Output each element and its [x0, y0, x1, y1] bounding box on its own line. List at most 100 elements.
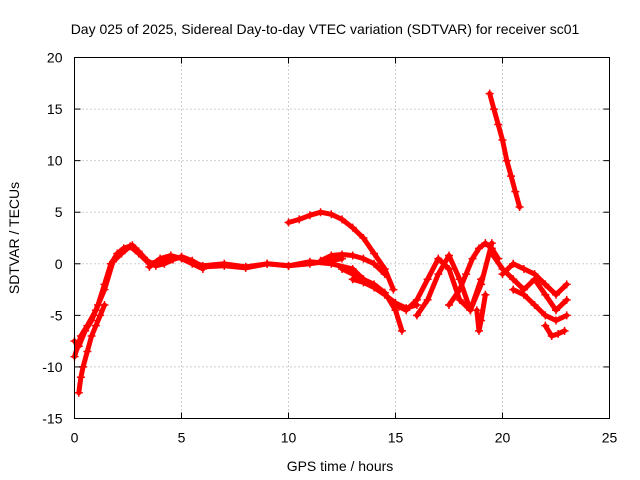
data-point-marker [96, 311, 105, 320]
data-point-marker [348, 251, 357, 260]
data-point-marker [87, 331, 96, 340]
axis-ticks: 0 5 10 15 20 25 -15 -10 -5 0 5 10 15 20 [42, 50, 617, 446]
data-point-marker [370, 249, 379, 258]
data-point-marker [489, 105, 498, 114]
data-point-marker [474, 326, 483, 335]
data-point-marker [515, 203, 524, 212]
data-point-marker [412, 311, 421, 320]
data-point-marker [177, 254, 186, 263]
data-point-marker [284, 261, 293, 270]
x-tick-label: 20 [495, 430, 511, 446]
data-point-marker [562, 295, 571, 304]
data-point-marker [412, 295, 421, 304]
data-point-marker [74, 388, 83, 397]
y-tick-label: 15 [47, 101, 63, 117]
y-tick-label: -5 [50, 307, 63, 323]
data-point-marker [541, 290, 550, 299]
data-point-marker [519, 290, 528, 299]
data-point-marker [100, 280, 109, 289]
data-point-marker [87, 316, 96, 325]
data-point-marker [445, 251, 453, 260]
data-point-marker [507, 172, 516, 181]
data-point-marker [472, 306, 481, 315]
y-axis-title: SDTVAR / TECUs [6, 182, 22, 294]
data-point-marker [348, 275, 357, 284]
data-point-marker [445, 301, 453, 310]
data-point-marker [477, 275, 486, 284]
y-tick-label: -10 [42, 359, 62, 375]
x-axis-title: GPS time / hours [287, 458, 394, 474]
data-point-marker [338, 250, 346, 259]
data-point-marker [316, 208, 325, 217]
data-point-marker [113, 249, 122, 258]
data-point-marker [284, 218, 293, 227]
data-point-marker [359, 278, 368, 287]
data-point-marker [502, 156, 511, 165]
data-point-marker [338, 215, 346, 224]
data-point-marker [397, 326, 406, 335]
data-point-marker [295, 215, 304, 224]
data-point-marker [434, 254, 443, 263]
data-point-marker [562, 311, 571, 320]
data-point-marker [359, 234, 368, 242]
data-point-marker [541, 311, 550, 320]
y-tick-label: 0 [55, 256, 63, 272]
data-point-marker [370, 259, 379, 268]
data-point-marker [509, 259, 518, 268]
data-point-marker [423, 275, 432, 284]
data-point-marker [541, 321, 550, 330]
data-point-marker [263, 259, 272, 268]
data-point-marker [519, 264, 528, 273]
data-point-marker [391, 301, 400, 310]
data-point-marker [348, 223, 357, 232]
data-point-marker [338, 264, 346, 273]
x-tick-label: 5 [178, 430, 186, 446]
chart-title: Day 025 of 2025, Sidereal Day-to-day VTE… [71, 21, 580, 37]
data-point-marker [560, 326, 569, 335]
data-point-marker [455, 295, 464, 304]
data-point-marker [327, 259, 336, 268]
x-tick-label: 25 [602, 430, 618, 446]
data-point-marker [327, 210, 336, 219]
data-point-marker [468, 254, 477, 263]
data-point-marker [445, 264, 453, 273]
data-point-marker [455, 285, 464, 294]
data-point-marker [380, 290, 389, 299]
data-point-marker [554, 329, 563, 338]
series-arc-17 [542, 323, 568, 339]
data-point-marker [434, 270, 443, 279]
data-point-marker [83, 347, 92, 356]
data-point-marker [198, 264, 207, 273]
data-point-marker [91, 321, 100, 330]
data-point-marker [119, 244, 128, 253]
data-point-marker [106, 259, 115, 268]
data-point-marker [160, 259, 169, 268]
data-point-marker [156, 254, 165, 263]
data-point-marker [509, 285, 518, 294]
data-point-marker [423, 295, 432, 304]
y-tick-label: 10 [47, 153, 63, 169]
data-point-marker [530, 270, 539, 279]
data-point-marker [481, 239, 490, 248]
data-point-marker [402, 306, 411, 315]
series-arc-11 [446, 240, 501, 308]
data-point-marker [477, 316, 486, 325]
data-point-marker [494, 120, 503, 129]
data-point-marker [498, 136, 507, 145]
data-point-marker [74, 342, 83, 351]
data-point-marker [474, 244, 483, 253]
data-point-marker [188, 259, 197, 268]
series-arc-12 [474, 292, 488, 334]
data-point-marker [552, 290, 560, 299]
data-point-marker [552, 316, 560, 325]
data-point-marker [128, 241, 137, 250]
data-point-marker [511, 187, 520, 196]
series-arc-16 [510, 287, 570, 323]
data-point-marker [316, 256, 325, 265]
data-point-marker [552, 306, 560, 315]
y-tick-label: 20 [47, 50, 63, 66]
data-point-marker [487, 249, 496, 258]
data-point-marker [76, 373, 85, 382]
data-point-marker [462, 270, 471, 279]
